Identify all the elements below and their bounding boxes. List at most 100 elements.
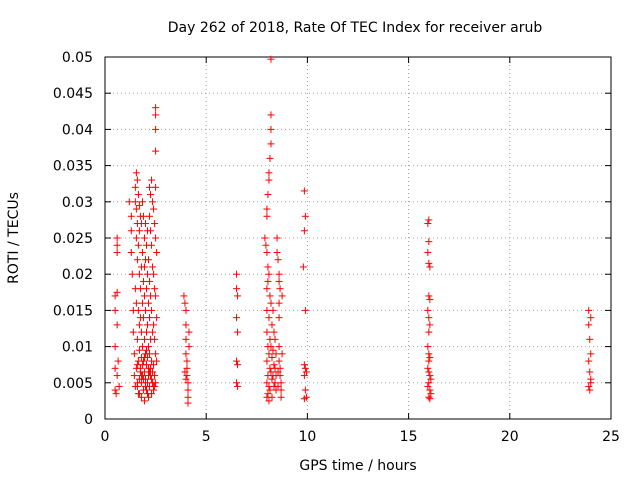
data-point (149, 198, 157, 206)
data-point (138, 248, 146, 256)
data-point (113, 288, 121, 296)
data-point (111, 364, 119, 372)
y-tick-label: 0.01 (62, 340, 93, 356)
data-point (585, 357, 593, 365)
data-point (111, 292, 119, 300)
data-point (146, 350, 154, 358)
data-point (266, 292, 274, 300)
data-point (274, 382, 282, 390)
data-point (275, 314, 283, 322)
data-point (152, 125, 160, 133)
data-point (130, 350, 138, 358)
data-point (113, 372, 121, 380)
x-axis-label: GPS time / hours (299, 458, 416, 474)
data-point (145, 393, 153, 401)
data-point (267, 125, 275, 133)
data-point (182, 321, 190, 329)
data-point (132, 299, 140, 307)
data-point (127, 227, 135, 235)
data-point (301, 386, 309, 394)
data-point (275, 343, 283, 351)
data-point (141, 306, 149, 314)
x-tick-label: 0 (101, 429, 110, 445)
x-tick-label: 20 (501, 429, 519, 445)
data-point (265, 176, 273, 184)
data-point (182, 350, 190, 358)
x-tick-label: 10 (298, 429, 316, 445)
data-point (234, 382, 242, 390)
data-point (183, 357, 191, 365)
data-point (424, 220, 432, 228)
data-point (425, 357, 433, 365)
data-point (130, 372, 138, 380)
data-point (112, 390, 120, 398)
data-point (146, 277, 154, 285)
data-point (180, 292, 188, 300)
data-point (134, 357, 142, 365)
data-point (277, 386, 285, 394)
data-point (268, 375, 276, 383)
data-point (263, 212, 271, 220)
data-point (151, 220, 159, 228)
y-tick-label: 0.04 (62, 122, 93, 138)
data-point (114, 357, 122, 365)
data-point (142, 346, 150, 354)
data-point (115, 382, 123, 390)
data-point (300, 372, 308, 380)
data-point (142, 386, 150, 394)
data-point (267, 343, 275, 351)
data-point (426, 321, 434, 329)
data-point (267, 299, 275, 307)
data-point (273, 248, 281, 256)
data-point (152, 111, 160, 119)
data-point (425, 259, 433, 267)
data-point (263, 285, 271, 293)
data-point (134, 306, 142, 314)
data-point (275, 357, 283, 365)
y-tick-label: 0.015 (53, 303, 93, 319)
data-point (142, 328, 150, 336)
data-point (267, 55, 275, 63)
data-point (150, 321, 158, 329)
data-point (145, 343, 153, 351)
data-point (140, 353, 148, 361)
data-point (302, 368, 310, 376)
data-point (275, 277, 283, 285)
data-point (270, 361, 278, 369)
data-point (267, 140, 275, 148)
data-point (138, 361, 146, 369)
data-point (271, 379, 279, 387)
data-point (150, 270, 158, 278)
data-point (586, 386, 594, 394)
data-point (300, 227, 308, 235)
data-point (149, 379, 157, 387)
data-point (265, 270, 273, 278)
data-point (276, 364, 284, 372)
data-point (147, 372, 155, 380)
data-point (148, 241, 156, 249)
data-point (425, 328, 433, 336)
data-point (151, 285, 159, 293)
data-point (133, 335, 141, 343)
data-point (148, 176, 156, 184)
y-tick-label: 0 (84, 412, 93, 428)
data-point (140, 397, 148, 405)
data-point (233, 379, 241, 387)
data-point (587, 375, 595, 383)
y-tick-label: 0.02 (62, 267, 93, 283)
data-point (150, 205, 158, 213)
data-point (261, 234, 269, 242)
data-point (134, 241, 142, 249)
data-point (152, 292, 160, 300)
data-point (146, 212, 154, 220)
data-point (133, 176, 141, 184)
data-point (139, 277, 147, 285)
data-point (274, 256, 282, 264)
data-point (182, 375, 190, 383)
data-point (140, 234, 148, 242)
data-point (278, 350, 286, 358)
data-point (111, 386, 119, 394)
data-point (113, 321, 121, 329)
data-point (271, 335, 279, 343)
x-tick-label: 15 (400, 429, 418, 445)
